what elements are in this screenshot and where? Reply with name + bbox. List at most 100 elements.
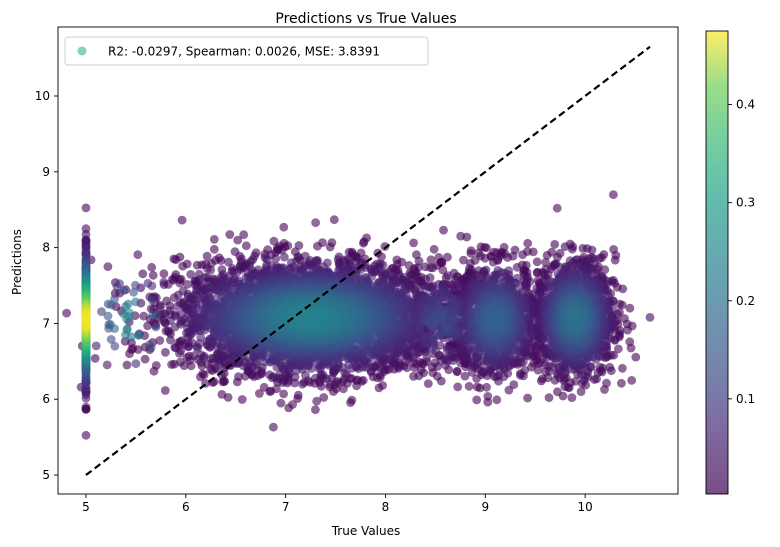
data-point xyxy=(81,203,91,213)
chart-title: Predictions vs True Values xyxy=(275,11,456,27)
data-point xyxy=(529,358,539,368)
data-point xyxy=(627,376,637,385)
data-point xyxy=(617,378,626,388)
data-point xyxy=(183,280,192,289)
data-point xyxy=(147,295,157,305)
data-point xyxy=(437,258,447,268)
data-point xyxy=(509,380,519,389)
data-point xyxy=(196,332,206,342)
data-point xyxy=(234,372,243,381)
data-point xyxy=(443,271,453,280)
data-point xyxy=(438,315,447,325)
data-point xyxy=(552,203,562,213)
data-point xyxy=(279,222,289,232)
data-point xyxy=(450,275,460,285)
data-point xyxy=(151,361,161,370)
data-point xyxy=(359,238,368,248)
data-point xyxy=(329,215,339,225)
data-point xyxy=(171,255,181,265)
data-point xyxy=(217,390,227,399)
data-point xyxy=(271,254,281,263)
data-point xyxy=(532,257,542,267)
data-point xyxy=(138,269,148,279)
data-point xyxy=(576,387,586,396)
data-point xyxy=(280,252,289,262)
data-point xyxy=(409,238,418,248)
points-layer xyxy=(62,190,655,440)
data-point xyxy=(452,367,462,377)
data-point xyxy=(237,395,247,404)
data-point xyxy=(129,287,139,297)
data-point xyxy=(567,393,577,402)
data-point xyxy=(595,362,605,372)
data-point xyxy=(232,267,242,277)
data-point xyxy=(553,252,562,262)
data-point xyxy=(288,400,297,409)
data-point xyxy=(472,395,482,405)
data-point xyxy=(159,277,169,287)
data-point xyxy=(269,422,278,432)
data-point xyxy=(216,256,226,265)
data-point xyxy=(508,251,518,261)
data-point xyxy=(206,265,216,275)
data-point xyxy=(209,244,219,254)
data-point xyxy=(148,270,158,280)
data-point xyxy=(209,235,219,244)
data-point xyxy=(319,393,329,402)
data-point xyxy=(443,252,452,262)
data-point xyxy=(415,357,425,367)
data-point xyxy=(516,369,525,378)
data-point xyxy=(269,236,279,246)
data-point xyxy=(133,345,143,354)
data-point xyxy=(140,354,150,364)
data-point xyxy=(488,257,498,267)
data-point xyxy=(512,262,522,272)
data-point xyxy=(625,303,635,313)
data-point xyxy=(541,258,550,267)
data-point xyxy=(81,430,91,440)
data-point xyxy=(483,392,493,401)
data-point xyxy=(198,369,208,379)
data-point xyxy=(377,252,386,262)
data-point xyxy=(325,242,335,252)
data-point xyxy=(459,255,468,265)
data-point xyxy=(259,382,269,392)
data-point xyxy=(460,371,470,381)
data-point xyxy=(133,250,143,260)
data-point xyxy=(445,345,454,354)
data-point xyxy=(241,241,251,251)
data-point xyxy=(492,395,502,405)
data-point xyxy=(371,361,381,370)
data-point xyxy=(239,230,249,240)
data-point xyxy=(161,348,170,357)
data-point xyxy=(166,335,175,345)
data-point xyxy=(122,360,132,370)
data-point xyxy=(429,244,439,254)
data-point xyxy=(538,374,547,384)
data-point xyxy=(380,242,390,251)
data-point xyxy=(423,379,433,388)
data-point xyxy=(609,190,618,200)
data-point xyxy=(378,381,387,390)
data-point xyxy=(482,382,491,392)
data-point xyxy=(155,336,165,345)
data-point xyxy=(81,402,91,412)
data-point xyxy=(175,278,185,288)
data-point xyxy=(464,381,474,391)
data-point xyxy=(106,300,116,310)
data-point xyxy=(151,322,161,332)
data-point xyxy=(225,230,235,239)
data-point xyxy=(199,351,209,361)
data-point xyxy=(177,215,187,225)
data-point xyxy=(456,231,466,241)
data-point xyxy=(620,314,629,323)
data-point xyxy=(311,218,320,228)
data-point xyxy=(106,335,116,344)
data-point xyxy=(466,249,476,258)
data-point xyxy=(276,398,286,408)
data-point xyxy=(159,269,169,279)
data-point xyxy=(426,255,436,265)
data-point xyxy=(422,354,431,363)
data-point xyxy=(631,352,641,362)
data-point xyxy=(311,405,320,415)
